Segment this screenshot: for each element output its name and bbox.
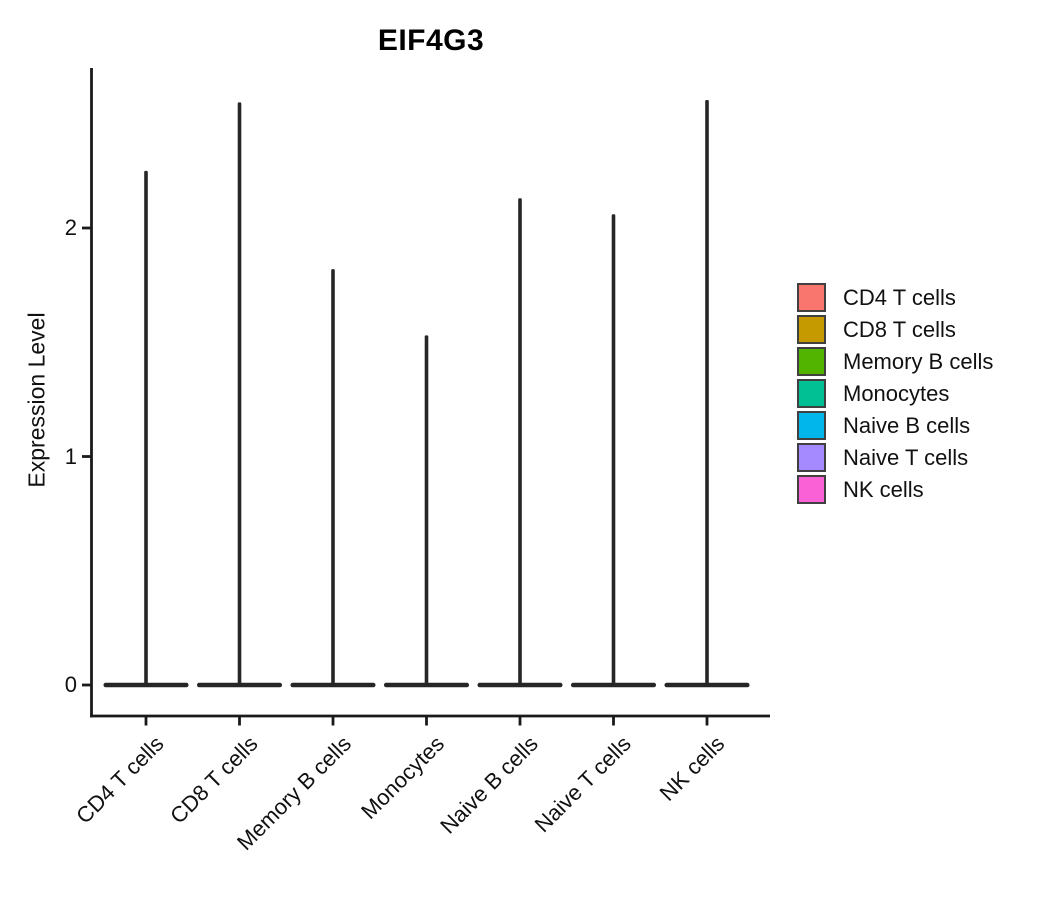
violin-spike-naive-t-cells (611, 214, 616, 686)
y-tick-label: 0 (64, 672, 77, 697)
y-tick-label: 2 (64, 215, 77, 240)
legend-item-nk-cells: NK cells (797, 474, 993, 505)
violin-spike-nk-cells (705, 100, 709, 686)
y-tick-label: 1 (64, 443, 77, 469)
legend-item-monocytes: Monocytes (797, 378, 993, 409)
legend-swatch-cd4-t-cells (797, 283, 826, 312)
chart-title: EIF4G3 (377, 24, 485, 57)
legend-label: Naive B cells (843, 412, 971, 438)
legend-label: Naive T cells (843, 444, 969, 470)
legend-label: NK cells (843, 476, 924, 502)
violin-spike-cd4-t-cells (144, 170, 148, 685)
legend-swatch-cd8-t-cells (797, 315, 826, 344)
violin-spike-cd8-t-cells (237, 102, 242, 685)
violin-spike-naive-b-cells (518, 198, 522, 686)
legend-swatch-naive-t-cells (797, 443, 826, 472)
legend-label: CD8 T cells (843, 316, 956, 342)
legend-label: CD4 T cells (843, 284, 956, 310)
violin-spike-monocytes (424, 335, 429, 685)
legend-item-cd8-t-cells: CD8 T cells (797, 314, 993, 345)
legend-label: Monocytes (843, 380, 950, 406)
legend-item-memory-b-cells: Memory B cells (797, 346, 993, 377)
legend-label: Memory B cells (843, 348, 994, 374)
legend-swatch-monocytes (797, 379, 826, 408)
legend-item-naive-b-cells: Naive B cells (797, 410, 993, 441)
legend: CD4 T cells CD8 T cells Memory B cells Mono… (797, 282, 993, 506)
legend-item-naive-t-cells: Naive T cells (797, 442, 993, 473)
legend-item-cd4-t-cells: CD4 T cells (797, 282, 993, 313)
violin-spike-memory-b-cells (331, 269, 335, 685)
legend-swatch-memory-b-cells (797, 347, 826, 376)
legend-swatch-nk-cells (797, 475, 826, 504)
legend-swatch-naive-b-cells (797, 411, 826, 440)
